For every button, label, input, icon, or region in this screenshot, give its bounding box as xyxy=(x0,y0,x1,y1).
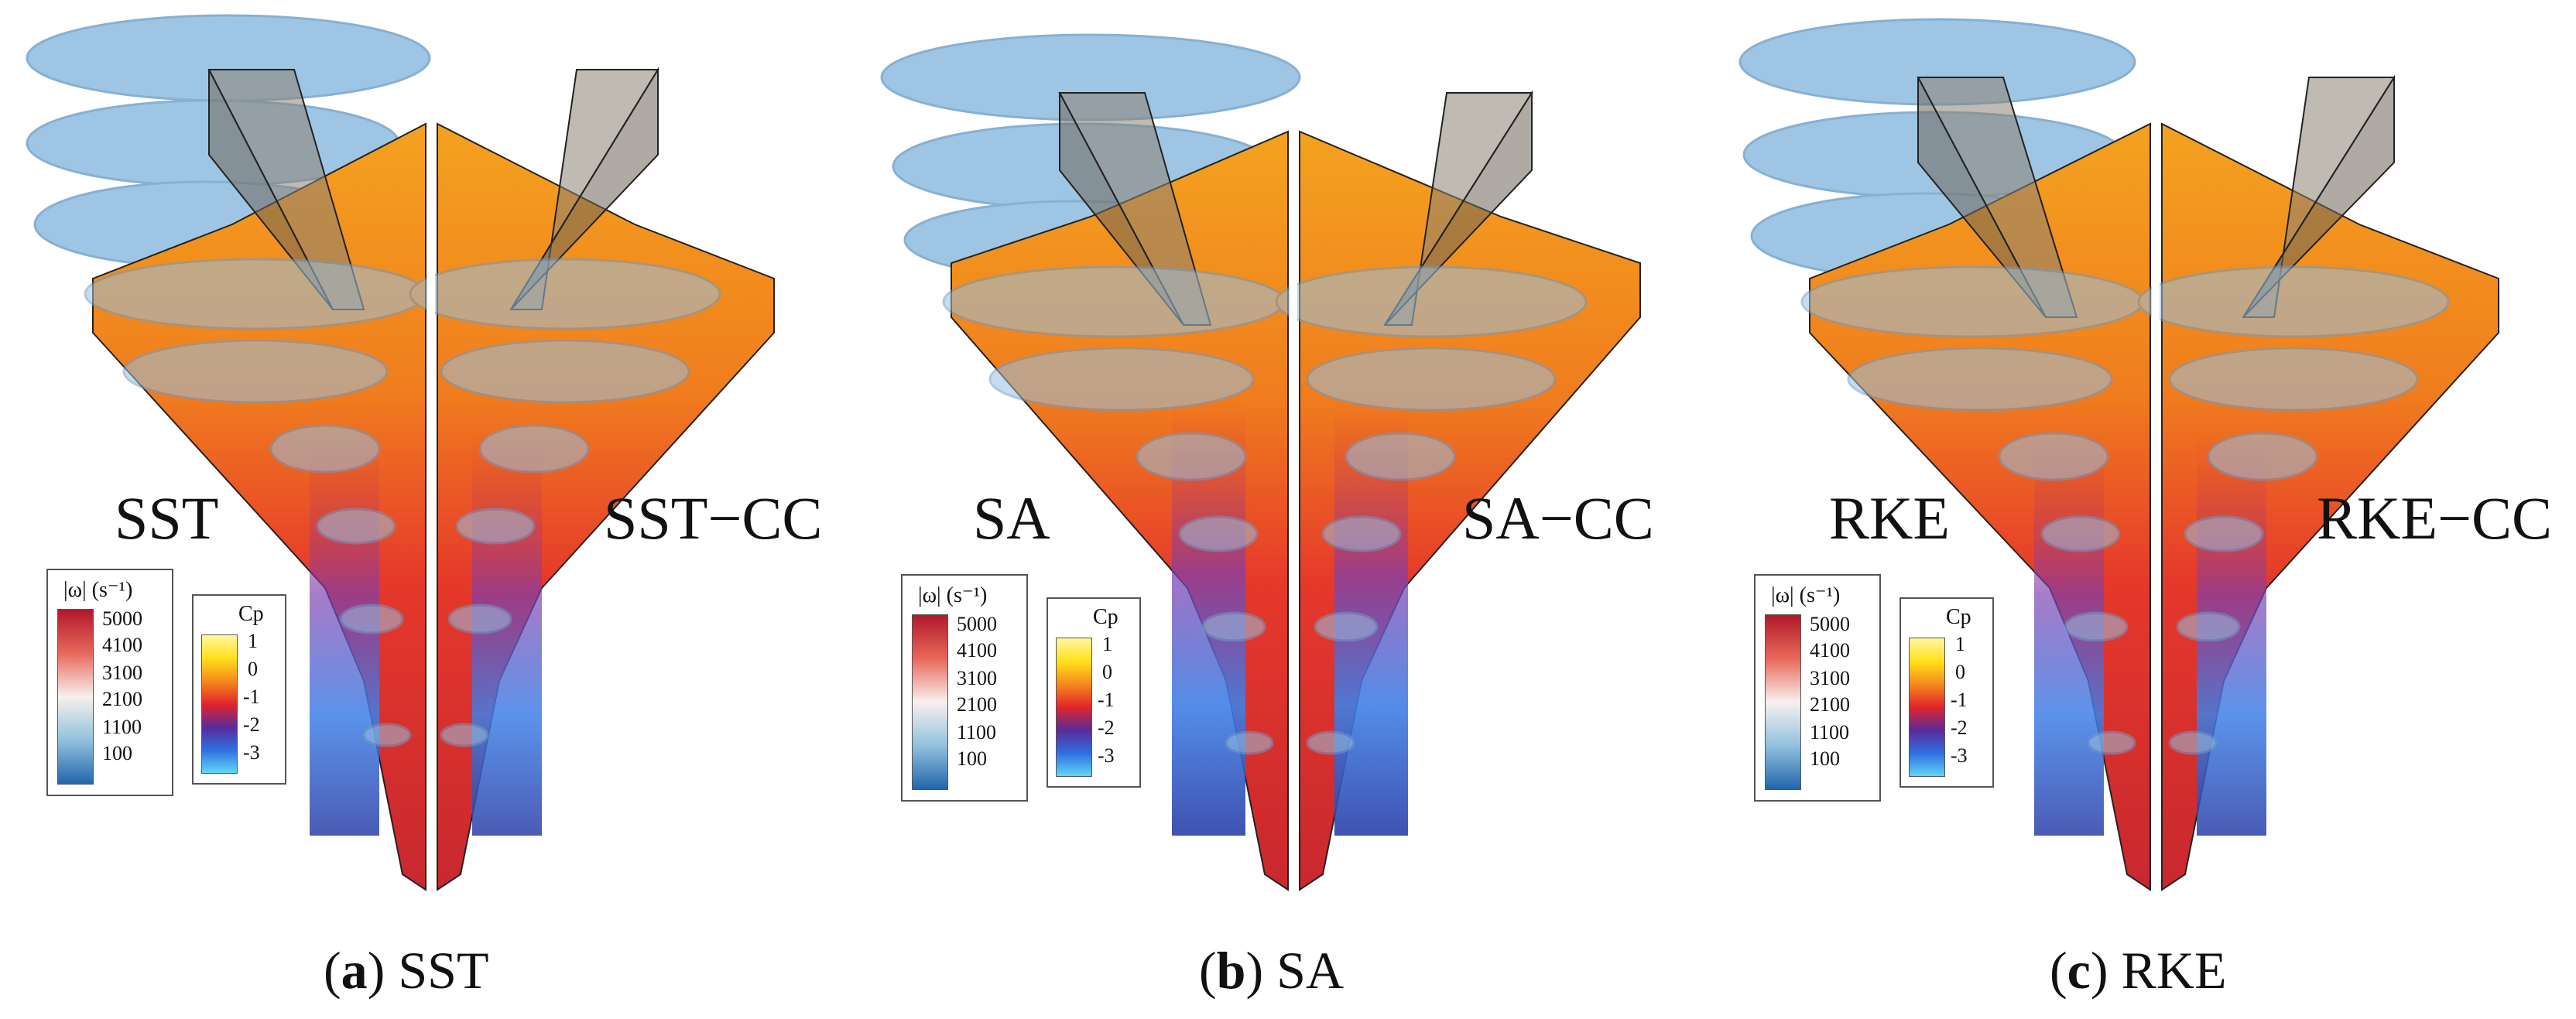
cp-legend-title: Cp xyxy=(238,602,264,626)
vorticity-tick: 3100 xyxy=(957,667,997,689)
vorticity-legend: |ω| (s⁻¹) 5000 4100 3100 2100 1100 100 xyxy=(901,574,1028,802)
cp-colorbar xyxy=(1056,638,1092,777)
vorticity-tick: 4100 xyxy=(957,639,997,662)
vorticity-colorbar xyxy=(1765,614,1801,790)
vorticity-tick: 5000 xyxy=(1810,613,1850,635)
caption-text: SST xyxy=(398,941,489,1000)
cp-tick: -1 xyxy=(1098,689,1115,711)
cp-tick: -2 xyxy=(1098,716,1115,739)
vorticity-tick: 4100 xyxy=(1810,639,1850,662)
cp-colorbar xyxy=(201,634,238,774)
left-model-label: SA xyxy=(973,484,1050,552)
vorticity-legend-title: |ω| (s⁻¹) xyxy=(63,578,133,602)
cp-tick: -1 xyxy=(243,686,260,708)
panel-b: SA SA−CC |ω| (s⁻¹) 5000 4100 3100 2100 1… xyxy=(858,0,1717,1019)
vorticity-tick: 100 xyxy=(1810,747,1840,770)
cp-tick: 0 xyxy=(1102,661,1112,683)
cp-tick: -3 xyxy=(1098,744,1115,767)
panel-caption: (b) SA xyxy=(1199,941,1345,1000)
panel-a: SST SST−CC |ω| (s⁻¹) 5000 4100 3100 2100… xyxy=(0,0,858,1019)
vorticity-tick: 2100 xyxy=(957,693,997,716)
cp-tick: -2 xyxy=(243,713,260,736)
vorticity-legend: |ω| (s⁻¹) 5000 4100 3100 2100 1100 100 xyxy=(1754,574,1881,802)
cp-legend: Cp 1 0 -1 -2 -3 xyxy=(1899,597,1994,788)
cp-tick: 1 xyxy=(1102,633,1112,655)
vorticity-tick: 5000 xyxy=(957,613,997,635)
cp-tick: -3 xyxy=(243,741,260,764)
vorticity-colorbar xyxy=(912,614,948,790)
vorticity-tick: 3100 xyxy=(1810,667,1850,689)
vorticity-colorbar xyxy=(57,609,94,785)
cp-tick: 1 xyxy=(248,630,258,652)
cp-tick: 1 xyxy=(1955,633,1965,655)
panel-caption: (a) SST xyxy=(324,941,489,1000)
left-model-label: RKE xyxy=(1829,484,1950,552)
caption-letter: a xyxy=(341,941,368,1000)
vorticity-tick: 1100 xyxy=(102,716,142,738)
vorticity-tick: 2100 xyxy=(102,688,142,710)
aircraft-render-b xyxy=(880,33,1641,891)
aircraft-render-c xyxy=(1738,18,2499,891)
panel-c: RKE RKE−CC |ω| (s⁻¹) 5000 4100 3100 2100… xyxy=(1717,0,2575,1019)
cp-legend: Cp 1 0 -1 -2 -3 xyxy=(192,594,286,785)
caption-text: SA xyxy=(1276,941,1345,1000)
vorticity-tick: 1100 xyxy=(957,721,997,744)
right-model-label: SA−CC xyxy=(1462,484,1654,552)
cp-tick: -3 xyxy=(1951,744,1968,767)
left-model-label: SST xyxy=(115,484,219,552)
cp-tick: 0 xyxy=(248,658,258,680)
right-model-label: SST−CC xyxy=(604,484,823,552)
vorticity-tick: 5000 xyxy=(102,607,142,630)
cp-legend-title: Cp xyxy=(1946,605,1971,629)
vorticity-tick: 100 xyxy=(102,742,132,764)
vorticity-legend-title: |ω| (s⁻¹) xyxy=(918,583,988,607)
caption-text: RKE xyxy=(2121,941,2227,1000)
cp-tick: 0 xyxy=(1955,661,1965,683)
vorticity-legend-title: |ω| (s⁻¹) xyxy=(1771,583,1841,607)
vorticity-legend: |ω| (s⁻¹) 5000 4100 3100 2100 1100 100 xyxy=(46,569,173,796)
vorticity-tick: 1100 xyxy=(1810,721,1850,744)
cp-legend: Cp 1 0 -1 -2 -3 xyxy=(1046,597,1141,788)
vorticity-tick: 3100 xyxy=(102,662,142,684)
cp-tick: -1 xyxy=(1951,689,1968,711)
cp-tick: -2 xyxy=(1951,716,1968,739)
cp-legend-title: Cp xyxy=(1093,605,1118,629)
vorticity-tick: 100 xyxy=(957,747,987,770)
caption-letter: b xyxy=(1216,941,1246,1000)
caption-letter: c xyxy=(2067,941,2091,1000)
vorticity-tick: 4100 xyxy=(102,634,142,656)
aircraft-render-a xyxy=(26,14,775,891)
cp-colorbar xyxy=(1909,638,1945,777)
right-model-label: RKE−CC xyxy=(2317,484,2553,552)
vorticity-tick: 2100 xyxy=(1810,693,1850,716)
panel-caption: (c) RKE xyxy=(2050,941,2227,1000)
